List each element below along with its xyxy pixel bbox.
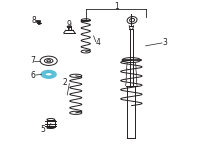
Text: 3: 3 xyxy=(162,39,167,47)
Text: 4: 4 xyxy=(96,38,101,47)
Ellipse shape xyxy=(45,73,53,76)
Text: 2: 2 xyxy=(63,78,67,87)
Text: 1: 1 xyxy=(114,2,119,11)
Text: 5: 5 xyxy=(41,125,45,134)
Text: 7: 7 xyxy=(30,56,35,65)
Text: 6: 6 xyxy=(31,71,35,80)
Bar xyxy=(47,120,55,127)
Ellipse shape xyxy=(41,70,56,78)
Text: 8: 8 xyxy=(32,16,37,25)
Text: 9: 9 xyxy=(67,20,72,29)
